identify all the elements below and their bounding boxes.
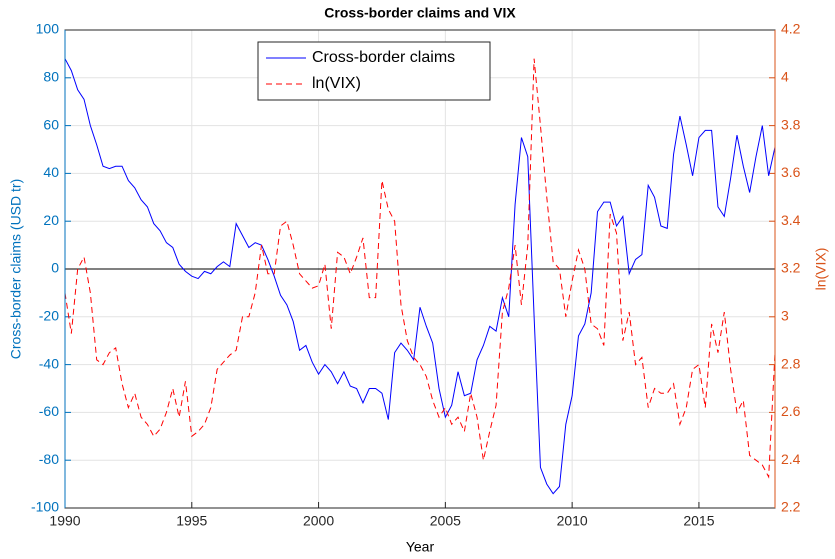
y-tick-label: -40: [39, 355, 59, 371]
y2-tick-label: 3.2: [781, 260, 801, 276]
x-tick-label: 2005: [430, 513, 461, 529]
y2-tick-label: 2.2: [781, 499, 801, 515]
y-tick-label: -60: [39, 403, 59, 419]
y-tick-label: -20: [39, 308, 59, 324]
y2-tick-label: 2.4: [781, 451, 801, 467]
y-tick-label: 60: [43, 116, 59, 132]
series-line: [64, 58, 776, 495]
y2-axis-label: ln(VIX): [813, 248, 829, 291]
y-tick-label: 20: [43, 212, 59, 228]
x-axis-label: Year: [406, 539, 435, 555]
chart-title: Cross-border claims and VIX: [324, 5, 516, 21]
y-tick-label: -100: [31, 499, 59, 515]
legend-label: Cross-border claims: [312, 49, 455, 66]
y-axis-label: Cross-border claims (USD tr): [8, 179, 24, 359]
y-tick-label: 100: [36, 21, 60, 37]
y-tick-label: 80: [43, 69, 59, 85]
x-tick-label: 1995: [176, 513, 207, 529]
y2-tick-label: 4.2: [781, 21, 801, 37]
y2-tick-label: 3: [781, 308, 789, 324]
y2-tick-label: 4: [781, 69, 789, 85]
y2-tick-label: 2.6: [781, 403, 801, 419]
x-tick-label: 2010: [557, 513, 588, 529]
y-tick-label: 40: [43, 164, 59, 180]
legend: [257, 41, 491, 101]
series-line: [64, 58, 776, 479]
x-tick-label: 2015: [683, 513, 714, 529]
x-tick-label: 2000: [303, 513, 334, 529]
y2-tick-label: 3.8: [781, 116, 801, 132]
y2-tick-label: 2.8: [781, 355, 801, 371]
y-tick-label: -80: [39, 451, 59, 467]
legend-label: ln(VIX): [312, 75, 361, 92]
y2-tick-label: 3.6: [781, 164, 801, 180]
y-tick-label: 0: [51, 260, 59, 276]
x-tick-label: 1990: [49, 513, 80, 529]
y2-tick-label: 3.4: [781, 212, 801, 228]
